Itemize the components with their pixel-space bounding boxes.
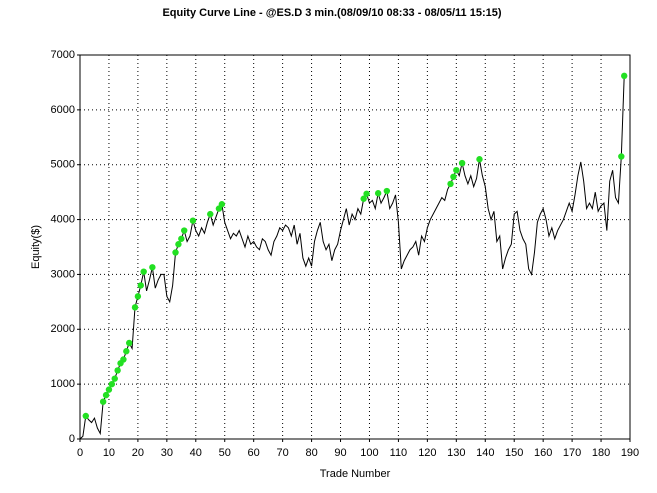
new-high-marker	[178, 235, 185, 242]
new-high-marker	[447, 180, 454, 188]
y-tick-label: 0	[69, 433, 75, 445]
new-high-marker	[131, 304, 139, 311]
new-high-marker	[140, 268, 147, 275]
new-high-marker	[123, 348, 130, 355]
new-high-marker	[363, 190, 370, 197]
new-high-marker	[99, 398, 107, 405]
y-tick-label: 6000	[51, 104, 75, 116]
x-tick-label: 0	[77, 447, 83, 459]
x-tick-label: 90	[334, 447, 346, 459]
new-high-marker	[82, 412, 89, 420]
new-high-marker	[476, 156, 483, 163]
x-tick-label: 80	[305, 447, 317, 459]
new-high-marker	[108, 380, 116, 388]
new-high-marker	[134, 293, 142, 300]
new-high-marker	[114, 367, 121, 374]
new-high-marker	[172, 249, 179, 256]
x-tick-label: 130	[447, 447, 465, 459]
x-tick-label: 170	[563, 447, 581, 459]
new-high-marker	[458, 159, 466, 167]
x-tick-label: 120	[418, 447, 436, 459]
new-high-marker	[111, 375, 118, 382]
new-high-marker	[137, 282, 144, 289]
x-tick-label: 30	[161, 447, 173, 459]
x-tick-label: 20	[132, 447, 144, 459]
x-tick-label: 40	[190, 447, 202, 459]
x-tick-label: 150	[505, 447, 523, 459]
new-high-marker	[453, 167, 460, 174]
plot-frame	[79, 54, 631, 440]
new-high-marker	[450, 173, 457, 180]
x-tick-label: 50	[219, 447, 231, 459]
x-tick-label: 110	[390, 447, 408, 459]
y-tick-label: 1000	[51, 378, 75, 390]
x-tick-label: 180	[592, 447, 610, 459]
x-tick-label: 60	[248, 447, 260, 459]
x-axis-label: Trade Number	[320, 468, 391, 480]
new-high-marker	[105, 386, 113, 393]
new-high-marker	[618, 153, 625, 160]
new-high-marker	[120, 356, 127, 363]
new-high-marker	[189, 217, 197, 224]
y-tick-label: 5000	[51, 159, 75, 171]
new-high-marker	[102, 391, 110, 399]
new-high-marker	[207, 210, 214, 218]
new-high-marker	[383, 187, 391, 195]
y-tick-label: 3000	[51, 268, 75, 280]
new-high-marker	[149, 264, 156, 271]
new-high-marker	[181, 227, 188, 234]
y-axis-label: Equity($)	[30, 225, 42, 269]
chart-title: Equity Curve Line - @ES.D 3 min.(08/09/1…	[162, 7, 501, 19]
new-high-marker	[126, 339, 133, 347]
x-tick-label: 70	[277, 447, 289, 459]
new-high-marker	[218, 201, 226, 208]
x-tick-label: 10	[103, 447, 115, 459]
y-tick-label: 4000	[51, 213, 75, 225]
y-tick-label: 2000	[51, 323, 75, 335]
x-tick-label: 160	[534, 447, 552, 459]
y-tick-label: 7000	[51, 49, 75, 61]
x-tick-label: 190	[621, 447, 639, 459]
new-high-marker	[621, 72, 628, 80]
new-high-marker	[360, 195, 367, 202]
new-high-marker	[374, 190, 382, 197]
x-tick-label: 140	[476, 447, 494, 459]
x-tick-label: 100	[360, 447, 378, 459]
new-high-marker	[175, 241, 182, 248]
equity-line	[79, 75, 625, 440]
